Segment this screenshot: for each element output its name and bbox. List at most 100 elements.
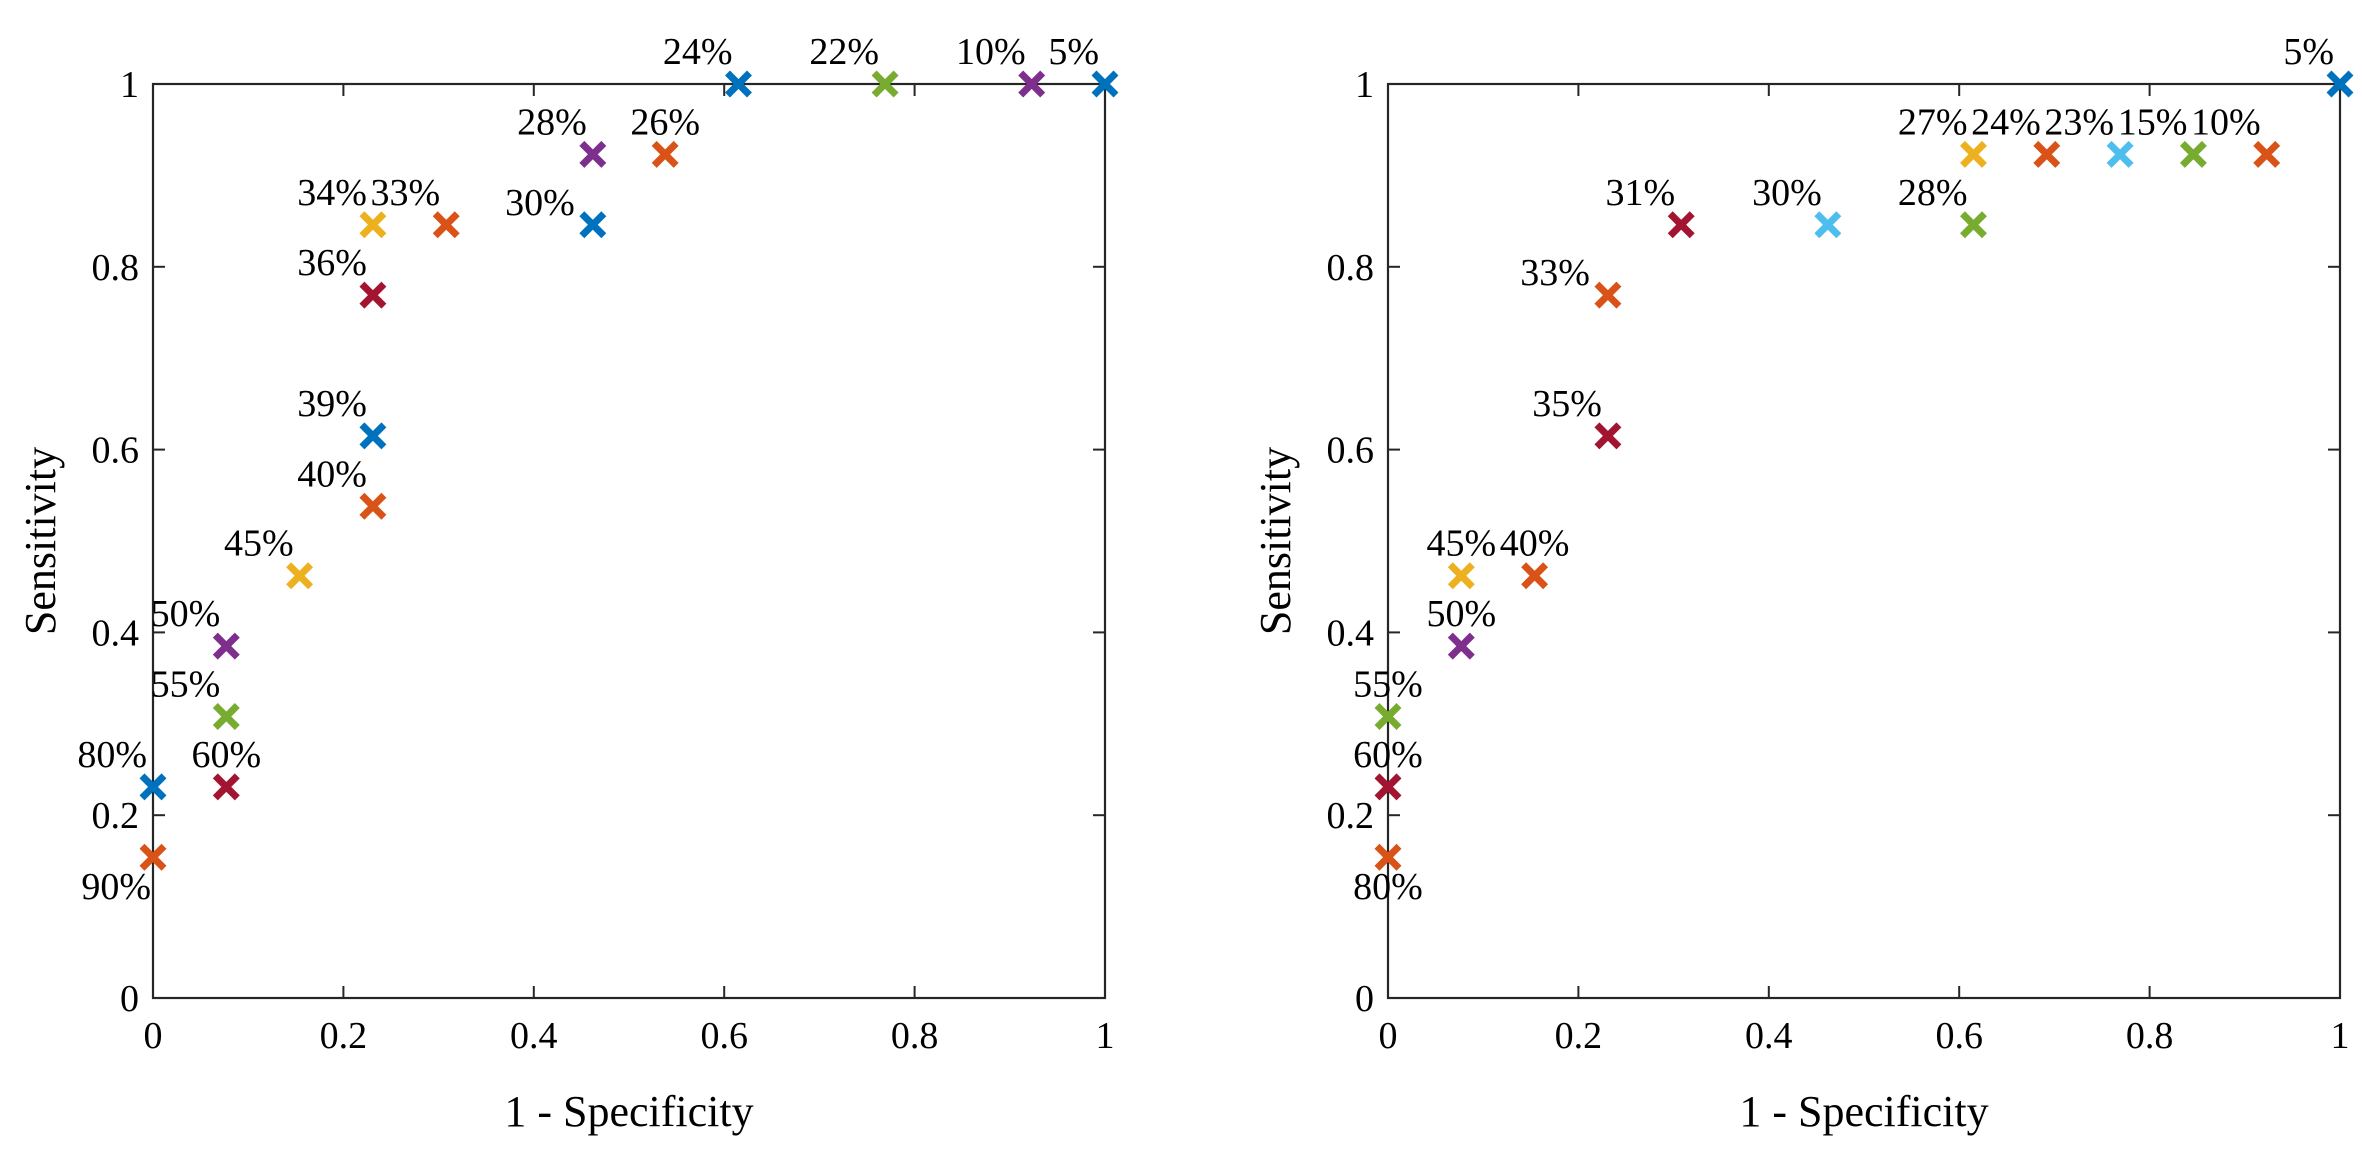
left-point-label: 24% xyxy=(663,31,733,73)
right-x-tick-label: 0.2 xyxy=(1555,1015,1603,1057)
right-plot-frame xyxy=(1386,82,2342,1000)
right-y-tick-label: 0 xyxy=(1355,978,1374,1020)
roc-chart-right: 0 0.2 0.4 0.6 0.8 1 0 0.2 0.4 0.6 0.8 1 1 - Specific… xyxy=(1251,31,2354,1136)
right-y-tick-label: 0.4 xyxy=(1327,612,1375,654)
right-y-tick-label: 0.2 xyxy=(1327,795,1375,837)
left-point-label: 39% xyxy=(297,383,367,425)
right-data-point xyxy=(1521,562,1549,590)
left-y-axis-label: Sensitivity xyxy=(16,447,65,635)
right-data-point xyxy=(1447,632,1475,660)
right-data-point xyxy=(1667,211,1695,239)
right-data-point xyxy=(1960,140,1987,168)
left-data-point xyxy=(1018,70,1046,98)
right-y-tick-label: 1 xyxy=(1355,64,1374,106)
left-point-label: 55% xyxy=(151,663,221,705)
left-data-point xyxy=(286,562,314,590)
right-data-point xyxy=(1374,843,1402,871)
right-data-point xyxy=(1814,211,1842,239)
left-point-label: 22% xyxy=(809,31,879,73)
right-data-point xyxy=(2106,140,2134,168)
right-point-label: 50% xyxy=(1426,593,1496,635)
left-point-label: 80% xyxy=(77,734,147,776)
left-data-point xyxy=(359,422,387,450)
right-y-axis-label: Sensitivity xyxy=(1251,447,1300,635)
right-data-point xyxy=(1594,281,1622,309)
right-point-label: 55% xyxy=(1353,663,1423,705)
left-point-label: 90% xyxy=(81,866,151,908)
left-point-label: 10% xyxy=(956,31,1026,73)
right-data-point xyxy=(1447,562,1475,590)
left-x-tick-label: 0.8 xyxy=(891,1015,939,1057)
right-x-tick-label: 0.6 xyxy=(1935,1015,1983,1057)
left-point-label: 30% xyxy=(505,182,575,224)
right-point-label: 40% xyxy=(1500,523,1570,565)
left-data-point xyxy=(139,773,167,801)
left-x-tick-label: 0.2 xyxy=(320,1015,368,1057)
left-data-point xyxy=(579,140,607,168)
left-point-label: 45% xyxy=(224,523,294,565)
right-x-tick-label: 1 xyxy=(2331,1015,2350,1057)
left-point-label: 28% xyxy=(517,101,587,143)
right-point-label: 80% xyxy=(1353,866,1423,908)
left-data-point xyxy=(432,211,460,239)
right-data-point xyxy=(1594,422,1622,450)
right-y-tick-label: 0.8 xyxy=(1327,247,1375,289)
right-point-label: 45% xyxy=(1426,523,1496,565)
right-point-label: 5% xyxy=(2283,31,2334,73)
left-point-label: 26% xyxy=(630,101,700,143)
right-point-label: 31% xyxy=(1606,172,1676,214)
left-data-point xyxy=(725,70,752,98)
left-y-tick-label: 0.4 xyxy=(92,612,140,654)
right-point-label: 28% xyxy=(1898,172,1968,214)
left-y-tick-label: 0.2 xyxy=(92,795,140,837)
right-point-label: 35% xyxy=(1532,383,1602,425)
left-point-label: 50% xyxy=(151,593,221,635)
right-x-tick-label: 0.4 xyxy=(1745,1015,1793,1057)
left-point-label: 5% xyxy=(1048,31,1099,73)
left-x-tick-label: 0.6 xyxy=(700,1015,748,1057)
left-data-point xyxy=(359,492,387,520)
right-x-tick-label: 0 xyxy=(1379,1015,1398,1057)
left-data-point xyxy=(871,70,899,98)
right-point-label: 30% xyxy=(1752,172,1822,214)
right-x-tick-label: 0.8 xyxy=(2126,1015,2174,1057)
right-point-label: 24% xyxy=(1971,101,2041,143)
right-data-point xyxy=(2326,70,2354,98)
right-point-label: 15% xyxy=(2118,101,2188,143)
left-point-label: 34% xyxy=(297,172,367,214)
left-point-label: 36% xyxy=(297,242,367,284)
right-x-axis-label: 1 - Specificity xyxy=(1739,1087,1988,1136)
left-point-label: 33% xyxy=(371,172,441,214)
right-point-label: 23% xyxy=(2044,101,2114,143)
left-data-point xyxy=(651,140,679,168)
right-data-point xyxy=(2179,140,2207,168)
left-plot-frame xyxy=(151,82,1107,1000)
left-data-point xyxy=(359,211,387,239)
right-point-label: 33% xyxy=(1520,252,1590,294)
right-point-label: 10% xyxy=(2191,101,2261,143)
left-point-label: 60% xyxy=(191,734,261,776)
left-data-point xyxy=(579,211,607,239)
left-data-point xyxy=(359,281,387,309)
right-point-label: 60% xyxy=(1353,734,1423,776)
right-data-point xyxy=(1960,211,1987,239)
left-data-point xyxy=(1091,70,1119,98)
left-y-tick-label: 0.6 xyxy=(92,430,140,472)
right-data-point xyxy=(1374,773,1402,801)
right-data-point xyxy=(2253,140,2281,168)
right-data-point xyxy=(1374,703,1402,730)
left-data-point xyxy=(139,843,167,871)
left-x-tick-label: 0 xyxy=(144,1015,163,1057)
right-point-label: 27% xyxy=(1898,101,1968,143)
left-y-tick-label: 1 xyxy=(120,64,139,106)
left-x-axis-label: 1 - Specificity xyxy=(504,1087,753,1136)
left-data-point xyxy=(212,632,240,660)
left-x-tick-label: 0.4 xyxy=(510,1015,558,1057)
left-x-tick-label: 1 xyxy=(1096,1015,1115,1057)
left-data-point xyxy=(212,773,240,801)
roc-chart-left: 0 0.2 0.4 0.6 0.8 1 0 0.2 0.4 0.6 0.8 1 1 - Specific… xyxy=(16,31,1119,1136)
left-y-tick-label: 0.8 xyxy=(92,247,140,289)
left-point-label: 40% xyxy=(297,453,367,495)
left-data-point xyxy=(212,703,240,730)
